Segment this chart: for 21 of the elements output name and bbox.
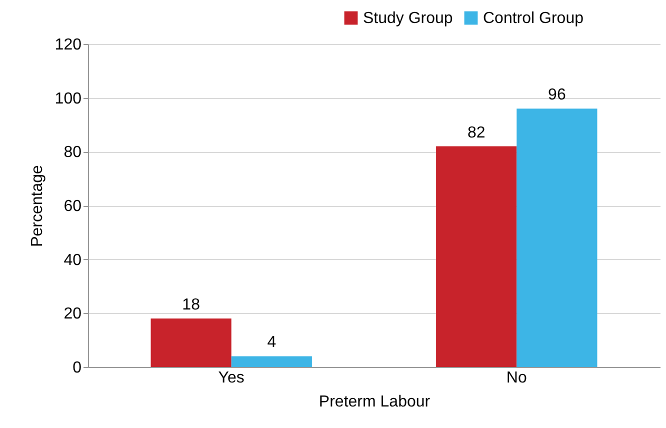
data-label: 82: [467, 124, 486, 142]
data-label: 18: [182, 296, 200, 314]
bar: [436, 146, 517, 367]
x-tick-label: No: [506, 370, 527, 386]
bar: [231, 356, 312, 367]
y-tick-label: 20: [64, 306, 82, 323]
y-tick-label: 60: [64, 198, 82, 215]
legend-label: Study Group: [363, 10, 453, 27]
y-tick-label: 100: [54, 90, 82, 108]
y-tick-label: 120: [54, 36, 82, 54]
bar: [150, 318, 232, 367]
data-label: 96: [548, 86, 566, 104]
y-tick-label: 0: [72, 360, 82, 376]
data-label: 4: [267, 334, 276, 352]
x-tick-label: Yes: [218, 370, 244, 386]
y-tick-label: 80: [64, 144, 82, 162]
y-axis-title: Percentage: [28, 164, 46, 247]
y-tick-label: 40: [64, 252, 82, 269]
x-axis-title: Preterm Labour: [318, 394, 431, 410]
bar: [516, 108, 598, 367]
legend-label: Control Group: [483, 10, 584, 27]
